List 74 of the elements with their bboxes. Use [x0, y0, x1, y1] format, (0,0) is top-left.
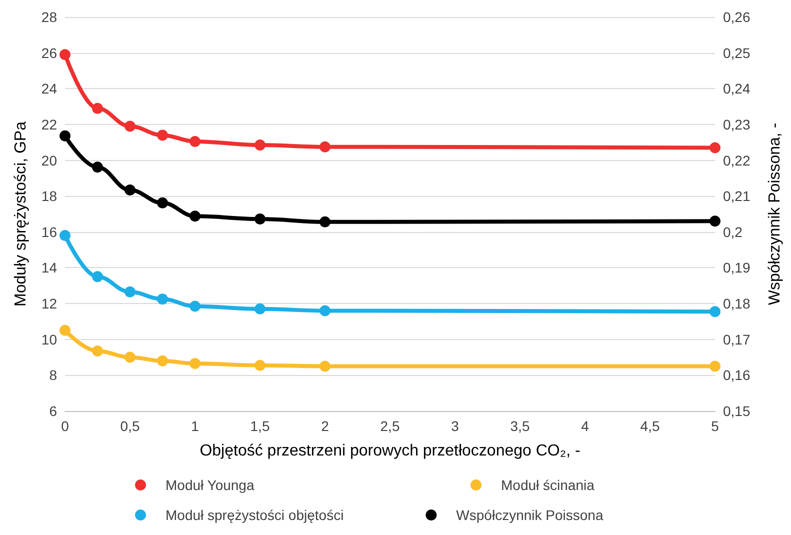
y2-tick-label: 0,17 [723, 331, 750, 348]
point [157, 130, 168, 141]
x-tick-label: 0,5 [120, 418, 140, 434]
point [320, 305, 330, 316]
legend-label: Moduł sprężystości objętości [166, 507, 344, 523]
point [710, 360, 720, 372]
y2-tick-label: 0,24 [723, 80, 750, 97]
point [190, 358, 200, 370]
x-tick-label: 3,5 [510, 418, 530, 434]
point [320, 216, 330, 228]
point [92, 162, 103, 173]
point [190, 136, 200, 147]
y-axis-title: Moduły sprężystości, GPa [12, 121, 30, 306]
x-tick-label: 1,5 [250, 418, 270, 434]
y-tick-label: 16 [41, 224, 58, 240]
point [157, 197, 168, 208]
x-tick-label: 4 [581, 418, 590, 434]
y2-tick-label: 0,23 [723, 116, 750, 132]
y-tick-label: 8 [49, 367, 58, 384]
y2-tick-label: 0,22 [723, 152, 750, 168]
point [190, 300, 200, 312]
y2-tick-label: 0,19 [723, 260, 750, 276]
x-tick-label: 3 [451, 418, 460, 434]
y-tick-label: 24 [41, 80, 58, 97]
y2-tick-label: 0,2 [723, 224, 743, 240]
legend-label: Moduł ścinania [501, 477, 595, 493]
x-tick-label: 5 [711, 418, 720, 434]
point [60, 49, 70, 60]
legend-label: Współczynnik Poissona [456, 507, 604, 523]
legend-label: Moduł Younga [166, 477, 254, 493]
point [124, 352, 136, 363]
y2-tick-label: 0,18 [723, 296, 750, 312]
y-tick-label: 20 [41, 152, 58, 168]
x-tick-label: 0 [61, 418, 70, 434]
y-tick-label: 18 [41, 188, 58, 204]
point [124, 120, 136, 132]
point [254, 303, 266, 314]
x-tick-label: 1 [191, 418, 200, 434]
point [60, 230, 70, 241]
point [92, 271, 103, 282]
point [254, 214, 266, 225]
y-tick-label: 26 [41, 44, 58, 61]
point [60, 130, 70, 142]
point [92, 346, 103, 356]
point [710, 306, 720, 318]
y-tick-label: 22 [41, 116, 58, 132]
y-tick-label: 6 [49, 403, 58, 419]
point [60, 324, 70, 336]
point [124, 184, 136, 196]
y-tick-label: 28 [41, 9, 58, 25]
y2-tick-label: 0,15 [723, 403, 750, 419]
y-tick-label: 14 [41, 260, 58, 276]
point [320, 360, 330, 372]
x-tick-label: 2 [321, 418, 330, 434]
y2-tick-label: 0,16 [723, 367, 750, 384]
y2-tick-label: 0,21 [723, 188, 750, 204]
point [254, 360, 266, 371]
x-tick-label: 4,5 [640, 418, 660, 434]
y2-tick-label: 0,25 [723, 44, 750, 61]
y-tick-label: 10 [41, 331, 58, 348]
point [190, 210, 200, 222]
point [157, 294, 168, 305]
y2-axis-title: Współczynnik Poissona, - [766, 122, 784, 306]
point [124, 286, 136, 298]
point [157, 355, 168, 366]
y2-tick-label: 0,26 [723, 9, 750, 25]
y-tick-label: 12 [41, 296, 58, 312]
x-tick-label: 2,5 [380, 418, 400, 434]
point [710, 142, 720, 154]
point [710, 216, 720, 227]
point [254, 140, 266, 151]
x-axis-title: Objętość przestrzeni porowych przetłoczonego CO₂, - [200, 442, 580, 460]
point [320, 141, 330, 152]
point [92, 102, 103, 114]
